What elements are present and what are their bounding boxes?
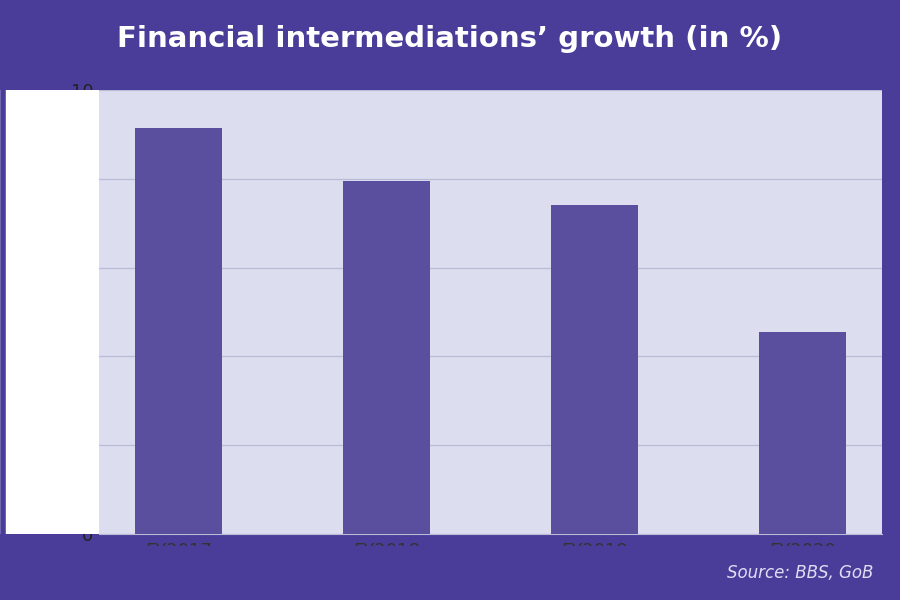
Text: Source: BBS, GoB: Source: BBS, GoB	[726, 564, 873, 582]
Bar	[759, 332, 846, 534]
Bar	[343, 181, 430, 534]
Bar	[135, 128, 222, 534]
Text: Financial intermediations’ growth (in %): Financial intermediations’ growth (in %)	[117, 25, 783, 53]
Bar	[551, 205, 638, 534]
